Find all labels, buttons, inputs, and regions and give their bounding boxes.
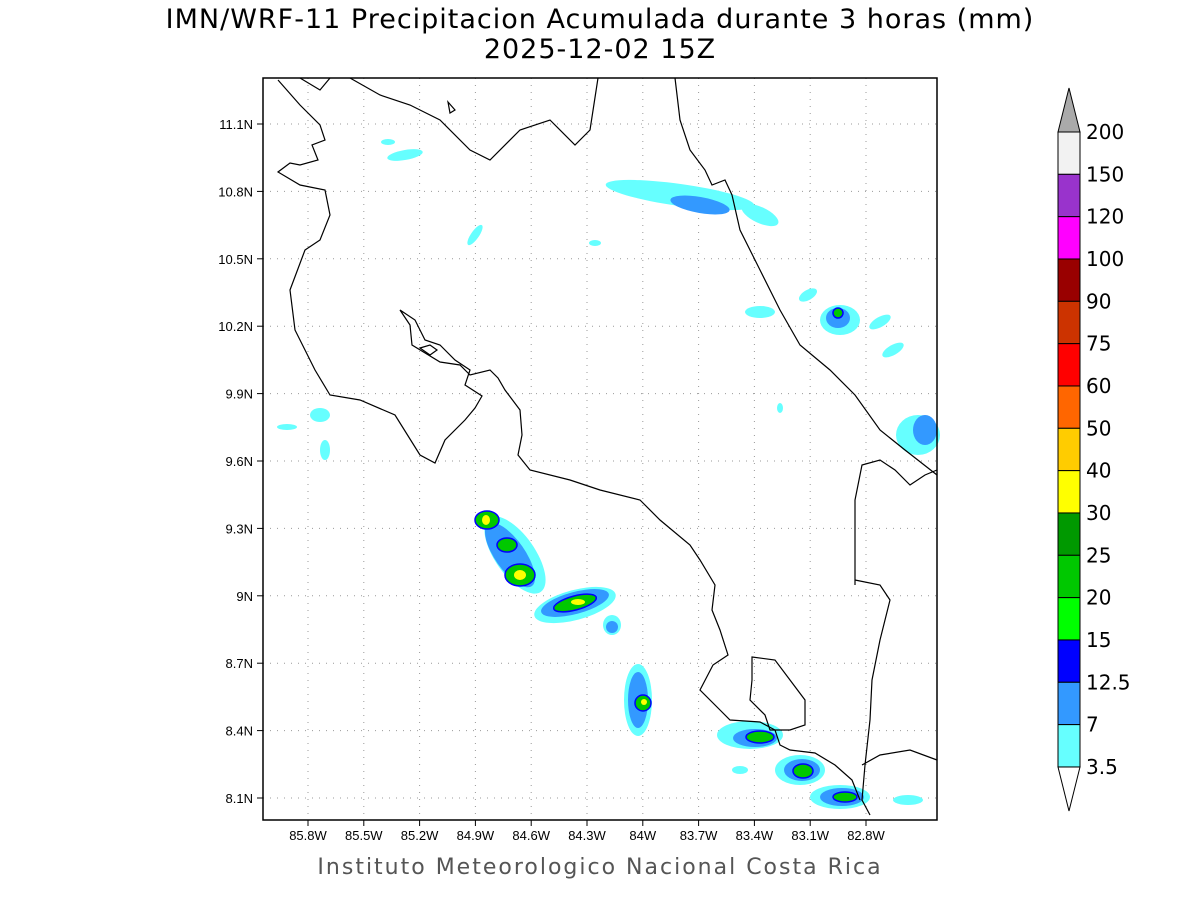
legend-label: 30 xyxy=(1086,501,1111,525)
lon-tick-label: 82.8W xyxy=(847,828,885,843)
legend-over-arrow xyxy=(1057,87,1081,133)
legend-swatch xyxy=(1057,724,1081,768)
legend-swatch xyxy=(1057,173,1081,218)
lat-tick-label: 8.4N xyxy=(226,724,253,739)
legend-label: 20 xyxy=(1086,586,1111,610)
legend-label: 150 xyxy=(1086,162,1124,186)
legend-label: 25 xyxy=(1086,543,1111,567)
lon-tick-label: 83.7W xyxy=(680,828,718,843)
legend-swatch xyxy=(1057,554,1081,599)
lat-tick-label: 9.9N xyxy=(226,387,253,402)
footer-credit: Instituto Meteorologico Nacional Costa R… xyxy=(317,855,883,880)
legend-swatch xyxy=(1057,427,1081,472)
lat-tick-label: 8.7N xyxy=(226,656,253,671)
lat-tick-label: 9.3N xyxy=(226,521,253,536)
lat-tick-label: 8.1N xyxy=(226,791,253,806)
legend-label: 15 xyxy=(1086,628,1111,652)
coastline xyxy=(276,77,938,816)
legend-swatch xyxy=(1057,131,1081,175)
lon-tick-label: 85.5W xyxy=(345,828,383,843)
legend-swatch xyxy=(1057,343,1081,387)
legend-under-arrow xyxy=(1057,766,1081,812)
legend-swatch xyxy=(1057,512,1081,556)
legend-swatch xyxy=(1057,258,1081,302)
legend-swatch xyxy=(1057,300,1081,345)
color-legend: 200 150 120 100 90 75 60 50 40 30 25 20 15 12.5 7 3.5 xyxy=(1057,87,1131,812)
graticule xyxy=(263,78,937,820)
legend-label: 90 xyxy=(1086,289,1111,313)
legend-swatch xyxy=(1057,597,1081,641)
lat-tick-label: 9N xyxy=(236,589,253,604)
legend-label: 60 xyxy=(1086,374,1111,398)
legend-swatch xyxy=(1057,681,1081,726)
lat-tick-label: 10.2N xyxy=(218,319,253,334)
legend-swatch xyxy=(1057,216,1081,260)
plot-frame xyxy=(262,77,938,821)
legend-label: 12.5 xyxy=(1086,670,1131,694)
lon-tick-label: 84.9W xyxy=(457,828,495,843)
legend-label: 3.5 xyxy=(1086,755,1118,779)
legend-label: 120 xyxy=(1086,205,1124,229)
lon-tick-label: 84W xyxy=(629,828,656,843)
lon-tick-label: 85.8W xyxy=(289,828,327,843)
lon-tick-label: 83.1W xyxy=(791,828,829,843)
legend-label: 100 xyxy=(1086,247,1124,271)
precip-fields xyxy=(277,139,940,809)
lon-tick-label: 83.4W xyxy=(736,828,774,843)
map-valid-time: 2025-12-02 15Z xyxy=(483,34,717,65)
legend-label: 200 xyxy=(1086,120,1124,144)
legend-label: 75 xyxy=(1086,332,1111,356)
legend-label: 40 xyxy=(1086,459,1111,483)
lat-tick-label: 9.6N xyxy=(226,454,253,469)
legend-swatch xyxy=(1057,385,1081,429)
axis-labels: 85.8W 85.5W 85.2W 84.9W 84.6W 84.3W 84W 83.7W 83… xyxy=(218,117,885,843)
lat-tick-label: 10.8N xyxy=(218,184,253,199)
legend-swatch xyxy=(1057,470,1081,514)
lon-tick-label: 84.3W xyxy=(568,828,606,843)
lon-tick-label: 85.2W xyxy=(401,828,439,843)
lon-tick-label: 84.6W xyxy=(512,828,550,843)
lat-tick-label: 11.1N xyxy=(219,117,253,132)
legend-label: 7 xyxy=(1086,713,1099,737)
legend-swatch xyxy=(1057,639,1081,683)
legend-label: 50 xyxy=(1086,416,1111,440)
map-title: IMN/WRF-11 Precipitacion Acumulada duran… xyxy=(165,4,1035,35)
lat-tick-label: 10.5N xyxy=(218,252,253,267)
